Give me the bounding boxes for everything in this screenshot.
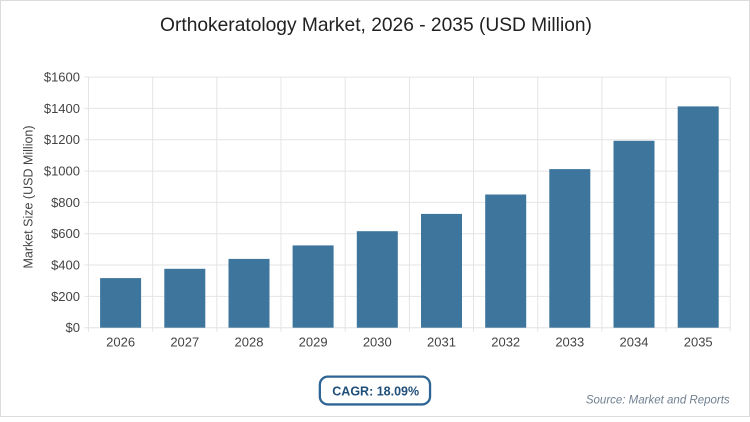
svg-text:2032: 2032 (491, 334, 520, 349)
svg-text:2026: 2026 (106, 334, 135, 349)
svg-text:2029: 2029 (299, 334, 328, 349)
svg-text:2031: 2031 (427, 334, 456, 349)
svg-text:2035: 2035 (684, 334, 713, 349)
svg-text:2034: 2034 (620, 334, 649, 349)
svg-text:CAGR: 18.09%: CAGR: 18.09% (332, 385, 419, 399)
svg-text:Source: Market and Reports: Source: Market and Reports (586, 395, 730, 407)
svg-text:$1200: $1200 (44, 132, 80, 147)
svg-text:Market Size (USD Million): Market Size (USD Million) (22, 125, 36, 268)
svg-text:2033: 2033 (555, 334, 584, 349)
svg-text:$600: $600 (51, 226, 80, 241)
svg-text:2027: 2027 (170, 334, 199, 349)
svg-text:$800: $800 (51, 195, 80, 210)
svg-text:2028: 2028 (235, 334, 264, 349)
svg-text:$1400: $1400 (44, 101, 80, 116)
svg-text:$0: $0 (66, 320, 80, 335)
svg-text:$400: $400 (51, 258, 80, 273)
svg-text:Orthokeratology Market, 2026 -: Orthokeratology Market, 2026 - 2035 (USD… (160, 15, 592, 36)
svg-text:$1600: $1600 (44, 70, 80, 85)
svg-text:$200: $200 (51, 289, 80, 304)
svg-text:$1000: $1000 (44, 164, 80, 179)
svg-text:2030: 2030 (363, 334, 392, 349)
